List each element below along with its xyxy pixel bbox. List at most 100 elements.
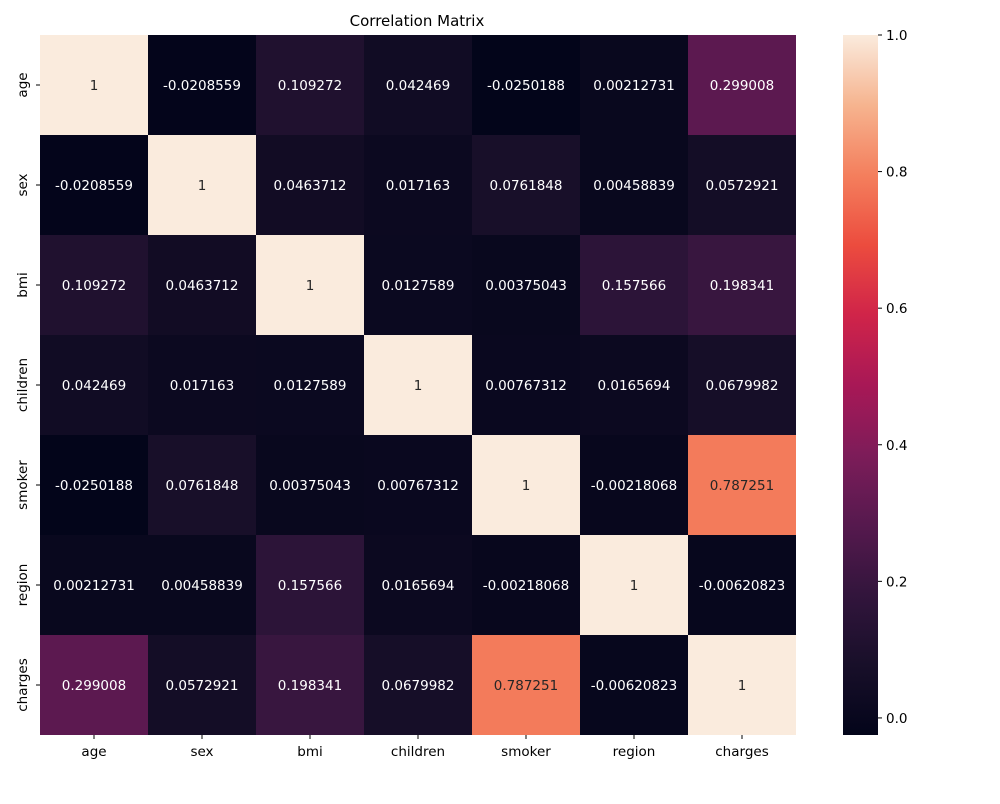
cell-value-label: 0.00767312 — [485, 378, 567, 394]
y-tick-label: bmi — [15, 272, 31, 297]
heatmap-cell — [40, 335, 149, 436]
colorbar-tick-label: 1.0 — [886, 28, 907, 44]
cell-value-label: 0.198341 — [278, 678, 342, 694]
heatmap-cell — [364, 135, 473, 236]
cell-value-label: 0.00375043 — [485, 278, 567, 294]
heatmap-cell — [256, 35, 365, 136]
cell-value-label: 1 — [738, 678, 747, 694]
heatmap-cell — [580, 135, 689, 236]
x-tick-label: charges — [715, 744, 768, 760]
cell-value-label: 0.0679982 — [705, 378, 778, 394]
cell-value-label: 0.00212731 — [593, 78, 675, 94]
heatmap-cell — [580, 535, 689, 636]
cell-value-label: 0.042469 — [62, 378, 126, 394]
heatmap-cell — [688, 635, 796, 735]
cell-value-label: 0.109272 — [278, 78, 342, 94]
y-tick-label: children — [15, 358, 31, 412]
heatmap-cell — [688, 135, 796, 236]
heatmap-cell — [472, 635, 581, 735]
heatmap-cell — [472, 435, 581, 536]
colorbar-tick-label: 0.2 — [886, 574, 907, 590]
heatmap-cell — [580, 635, 689, 735]
heatmap-cell — [688, 235, 796, 336]
cell-value-label: 0.0165694 — [381, 578, 454, 594]
cell-value-label: 1 — [630, 578, 639, 594]
colorbar-tick-label: 0.0 — [886, 711, 907, 727]
heatmap-cell — [364, 235, 473, 336]
cell-value-label: 1 — [90, 78, 99, 94]
x-tick-label: bmi — [297, 744, 322, 760]
heatmap-cell — [40, 435, 149, 536]
cell-value-label: -0.0250188 — [55, 478, 133, 494]
cell-value-label: 0.0572921 — [165, 678, 238, 694]
cell-value-label: 0.0761848 — [489, 178, 562, 194]
cell-value-label: 0.109272 — [62, 278, 126, 294]
cell-value-label: 0.787251 — [494, 678, 558, 694]
cell-value-label: 0.017163 — [386, 178, 450, 194]
cell-value-label: 0.0127589 — [273, 378, 346, 394]
heatmap-cell — [472, 335, 581, 436]
y-tick-label: age — [15, 72, 31, 97]
cell-value-label: 0.0679982 — [381, 678, 454, 694]
cell-value-label: 0.299008 — [710, 78, 774, 94]
heatmap-cells: 1 -0.0208559 0.109272 0.042469 -0.0250188 0.0… — [40, 35, 796, 735]
cell-value-label: 0.042469 — [386, 78, 450, 94]
heatmap-cell — [472, 35, 581, 136]
cell-value-label: 0.0127589 — [381, 278, 454, 294]
heatmap-cell — [256, 535, 365, 636]
heatmap-cell — [256, 235, 365, 336]
cell-value-label: -0.0250188 — [487, 78, 565, 94]
heatmap-cell — [688, 535, 796, 636]
x-tick-label: children — [391, 744, 445, 760]
cell-value-label: -0.00620823 — [699, 578, 785, 594]
cell-value-label: 0.00212731 — [53, 578, 135, 594]
chart-title: Correlation Matrix — [350, 12, 485, 30]
heatmap-cell — [256, 335, 365, 436]
cell-value-label: 0.157566 — [602, 278, 666, 294]
heatmap-cell — [580, 35, 689, 136]
heatmap-cell — [148, 635, 257, 735]
cell-value-label: 0.00458839 — [161, 578, 243, 594]
cell-value-label: 1 — [198, 178, 207, 194]
cell-value-label: 0.0463712 — [165, 278, 238, 294]
y-tick-label: sex — [15, 173, 31, 196]
cell-value-label: -0.0208559 — [55, 178, 133, 194]
x-tick-label: sex — [190, 744, 213, 760]
heatmap-cell — [472, 135, 581, 236]
y-tick-label: region — [15, 564, 31, 607]
cell-value-label: 0.198341 — [710, 278, 774, 294]
heatmap-cell — [148, 235, 257, 336]
y-axis: age sex bmi children smoker region charges — [15, 72, 40, 712]
heatmap-cell — [40, 535, 149, 636]
x-axis: age sex bmi children smoker region charges — [81, 735, 769, 760]
heatmap-cell — [40, 635, 149, 735]
colorbar-tick-label: 0.8 — [886, 165, 907, 181]
heatmap-cell — [40, 135, 149, 236]
cell-value-label: 0.299008 — [62, 678, 126, 694]
heatmap-cell — [688, 435, 796, 536]
cell-value-label: -0.00620823 — [591, 678, 677, 694]
cell-value-label: 0.0165694 — [597, 378, 670, 394]
cell-value-label: 0.157566 — [278, 578, 342, 594]
heatmap-cell — [580, 235, 689, 336]
cell-value-label: 1 — [414, 378, 423, 394]
cell-value-label: -0.00218068 — [591, 478, 677, 494]
heatmap-cell — [364, 435, 473, 536]
heatmap-cell — [148, 535, 257, 636]
heatmap-cell — [148, 35, 257, 136]
heatmap-cell — [580, 435, 689, 536]
y-tick-label: smoker — [15, 460, 31, 510]
cell-value-label: -0.00218068 — [483, 578, 569, 594]
heatmap-cell — [472, 535, 581, 636]
heatmap-cell — [364, 535, 473, 636]
cell-value-label: -0.0208559 — [163, 78, 241, 94]
cell-value-label: 0.00458839 — [593, 178, 675, 194]
x-tick-label: smoker — [501, 744, 551, 760]
cell-value-label: 1 — [306, 278, 315, 294]
x-tick-label: age — [81, 744, 106, 760]
heatmap-cell — [256, 435, 365, 536]
colorbar-tick-label: 0.6 — [886, 301, 907, 317]
heatmap-cell — [688, 335, 796, 436]
